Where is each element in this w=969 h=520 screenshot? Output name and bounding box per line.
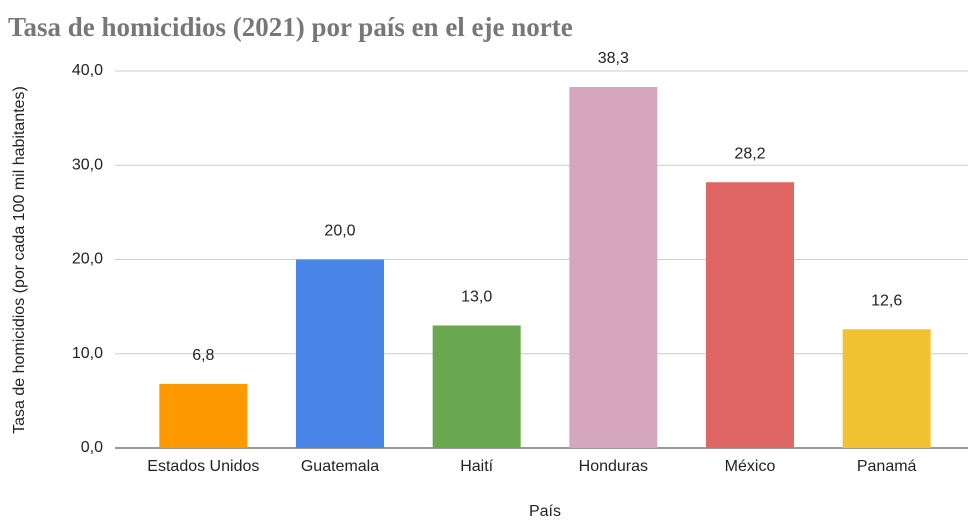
x-tick-label: Estados Unidos	[147, 458, 259, 475]
bar	[842, 329, 931, 448]
bar	[159, 383, 248, 448]
data-label: 13,0	[461, 289, 492, 306]
x-tick-label: Haití	[460, 458, 493, 475]
x-tick-label: México	[725, 458, 776, 475]
x-tick-label: Honduras	[579, 458, 648, 475]
y-tick-label: 0,0	[81, 439, 103, 456]
bar	[432, 325, 521, 448]
y-tick-label: 20,0	[72, 251, 103, 268]
chart-title: Tasa de homicidios (2021) por país en el…	[8, 12, 573, 42]
x-tick-label: Panamá	[857, 458, 917, 475]
data-label: 6,8	[192, 347, 214, 364]
data-label: 28,2	[734, 145, 765, 162]
data-label: 38,3	[598, 50, 629, 67]
data-label: 12,6	[871, 292, 902, 309]
y-tick-label: 30,0	[72, 156, 103, 173]
data-label: 20,0	[324, 223, 355, 240]
y-tick-label: 10,0	[72, 345, 103, 362]
bar	[296, 259, 384, 448]
bar	[569, 87, 658, 449]
x-tick-label: Guatemala	[301, 458, 379, 475]
x-axis-label: País	[529, 503, 561, 520]
y-tick-label: 40,0	[72, 62, 103, 79]
y-axis-label: Tasa de homicidios (por cada 100 mil hab…	[11, 86, 28, 434]
bar	[706, 182, 794, 448]
